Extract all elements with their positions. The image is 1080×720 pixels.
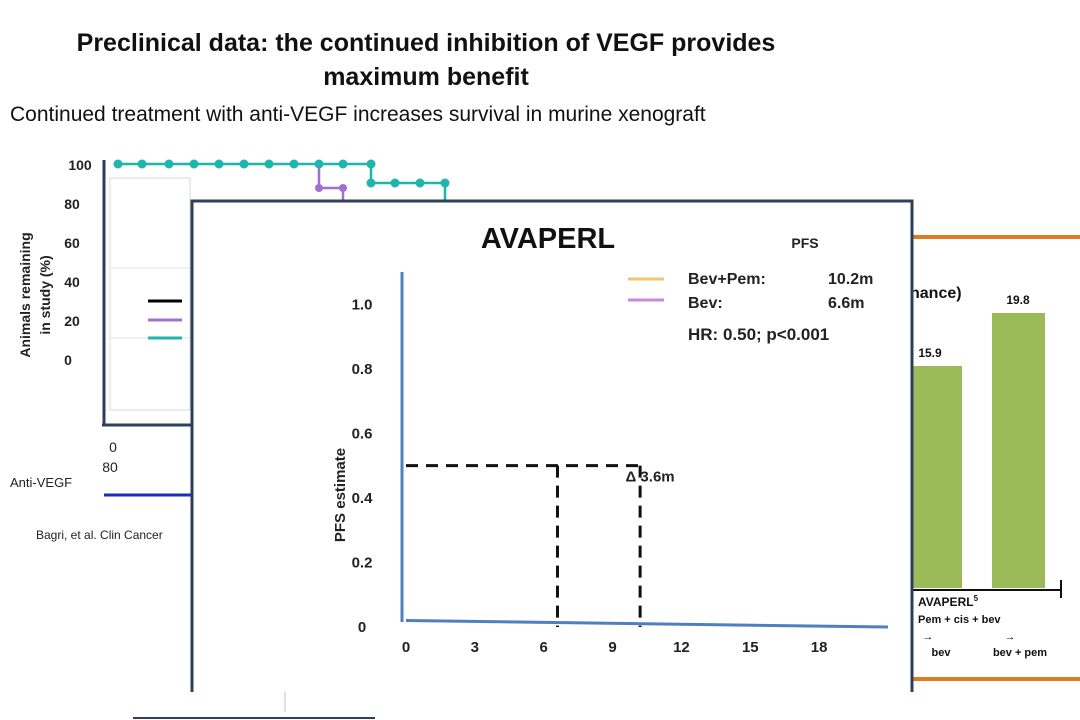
- bg-y-tick: 0: [64, 352, 72, 368]
- bg-curve-teal-point: [390, 178, 400, 188]
- arm-label: bev + pem: [993, 647, 1047, 659]
- arm-label: bev: [932, 647, 952, 659]
- bar-value-15-9: [912, 366, 962, 588]
- bg-curve-teal-point: [440, 178, 450, 188]
- bg-plot-frame: [109, 177, 191, 411]
- pfs-x-tick: 3: [471, 639, 479, 656]
- bg-y-tick: 80: [64, 196, 80, 212]
- pfs-x-tick: 0: [402, 639, 410, 656]
- median-guides: [406, 464, 642, 627]
- bg-curve-teal-point: [415, 178, 425, 188]
- legend-header: PFS: [791, 235, 818, 251]
- bg-y-tick: 100: [68, 157, 92, 173]
- slide-title: Preclinical data: the continued inhibiti…: [0, 26, 852, 94]
- bg-curve-teal-point: [366, 178, 376, 188]
- pfs-x-tick: 18: [811, 639, 828, 656]
- bg-curve-purple: [317, 165, 345, 200]
- bg-x-tick: 0: [109, 439, 117, 455]
- bg-y-label-line1: Animals remaining: [17, 232, 33, 357]
- overlay-background: [192, 201, 912, 690]
- pfs-y-tick: 1.0: [352, 296, 373, 313]
- bg-curve-teal-point: [189, 159, 199, 169]
- bar-value-19-8: [992, 313, 1045, 588]
- pfs-x-ticks: 0 3 6 9 12 15 18: [402, 639, 828, 656]
- legend-value: 6.6m: [828, 295, 864, 312]
- bg-curve-teal-point: [137, 159, 147, 169]
- bg-x-tick: 80: [102, 459, 118, 475]
- bg-y-tick: 40: [64, 274, 80, 290]
- arrow-icon: →: [1005, 631, 1016, 643]
- bg-y-tick: 20: [64, 313, 80, 329]
- slide-subtitle: Continued treatment with anti-VEGF incre…: [10, 103, 706, 126]
- regimen-label: Pem + cis + bev: [918, 614, 1001, 626]
- bg-curve-teal-point: [113, 159, 123, 169]
- pfs-y-tick: 0.8: [352, 361, 373, 378]
- bg-curve-teal-point: [366, 159, 376, 169]
- chart-title: AVAPERL: [481, 223, 615, 255]
- pfs-y-ticks: 1.0 0.8 0.6 0.4 0.2 0: [352, 296, 374, 636]
- bg-curve-teal-point: [214, 159, 224, 169]
- arrow-icon: →: [923, 631, 934, 643]
- anti-vegf-label: Anti-VEGF: [10, 475, 73, 490]
- slide-title-line2: maximum benefit: [323, 63, 529, 91]
- pfs-y-label: PFS estimate: [332, 448, 349, 542]
- slide-title-line1: Preclinical data: the continued inhibiti…: [76, 29, 776, 57]
- bar-label: 19.8: [1006, 293, 1030, 307]
- pfs-x-tick: 12: [673, 639, 690, 656]
- legend-name: Bev+Pem:: [688, 271, 766, 288]
- bg-curve-teal-point: [338, 159, 348, 169]
- bg-curve-teal-point: [239, 159, 249, 169]
- bg-curve-teal-point: [264, 159, 274, 169]
- pfs-x-tick: 15: [742, 639, 759, 656]
- pfs-y-tick: 0.2: [352, 554, 373, 571]
- delta-label: Δ 3.6m: [625, 469, 674, 486]
- pfs-y-tick: 0.6: [352, 425, 373, 442]
- bg-y-tick: 60: [64, 235, 80, 251]
- citation: Bagri, et al. Clin Cancer: [36, 528, 163, 542]
- overlay-border: [190, 199, 914, 692]
- bg-curve-teal-point: [164, 159, 174, 169]
- legend-value: 10.2m: [828, 271, 873, 288]
- bar-label: 15.9: [918, 346, 942, 360]
- bg-curve-purple-point: [339, 184, 347, 192]
- pfs-y-tick: 0.4: [352, 490, 374, 507]
- pfs-series-line: [405, 619, 889, 629]
- bg-curve-teal-point: [314, 159, 324, 169]
- pfs-series-layer: [405, 619, 889, 629]
- right-panel-title-fragment: nance): [910, 285, 962, 302]
- group-label: AVAPERL5: [918, 594, 979, 609]
- pfs-x-tick: 6: [540, 639, 548, 656]
- bg-curve-teal-point: [289, 159, 299, 169]
- legend-name: Bev:: [688, 295, 723, 312]
- hazard-ratio: HR: 0.50; p<0.001: [688, 325, 829, 344]
- pfs-x-tick: 9: [608, 639, 616, 656]
- bg-curve-purple-point: [315, 184, 323, 192]
- bg-y-label-line2: in study (%): [37, 255, 53, 334]
- pfs-y-tick: 0: [358, 619, 366, 636]
